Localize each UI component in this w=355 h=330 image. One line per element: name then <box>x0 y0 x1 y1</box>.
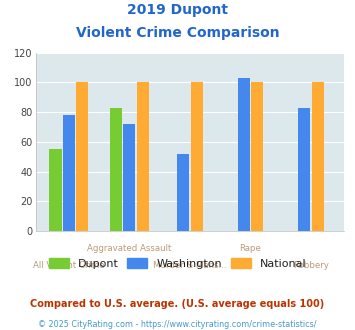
Legend: Dupont, Washington, National: Dupont, Washington, National <box>44 254 311 273</box>
Bar <box>63 115 75 231</box>
Bar <box>191 82 203 231</box>
Bar <box>312 82 324 231</box>
Text: All Violent Crime: All Violent Crime <box>33 261 105 270</box>
Text: © 2025 CityRating.com - https://www.cityrating.com/crime-statistics/: © 2025 CityRating.com - https://www.city… <box>38 320 317 329</box>
Text: Aggravated Assault: Aggravated Assault <box>87 244 171 253</box>
Bar <box>251 82 263 231</box>
Bar <box>123 124 135 231</box>
Text: Violent Crime Comparison: Violent Crime Comparison <box>76 26 279 40</box>
Bar <box>177 154 189 231</box>
Bar <box>298 108 310 231</box>
Text: 2019 Dupont: 2019 Dupont <box>127 3 228 17</box>
Text: Rape: Rape <box>240 244 261 253</box>
Bar <box>137 82 149 231</box>
Text: Robbery: Robbery <box>293 261 329 270</box>
Bar <box>49 149 61 231</box>
Text: Compared to U.S. average. (U.S. average equals 100): Compared to U.S. average. (U.S. average … <box>31 299 324 309</box>
Text: Murder & Mans...: Murder & Mans... <box>153 261 227 270</box>
Bar <box>76 82 88 231</box>
Bar <box>110 108 122 231</box>
Bar <box>238 78 250 231</box>
